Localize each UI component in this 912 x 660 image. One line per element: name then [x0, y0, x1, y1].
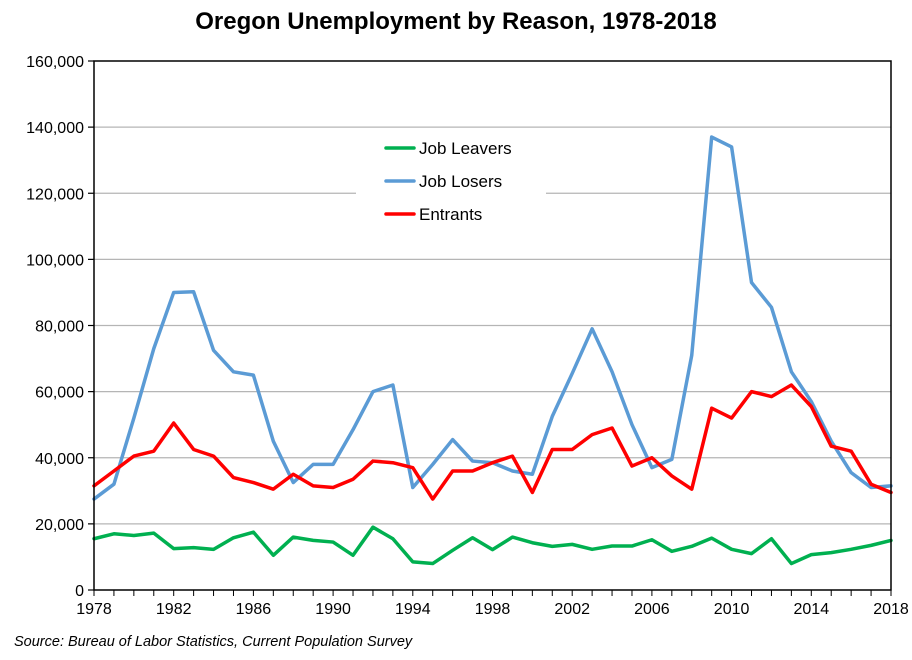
- gridlines: [94, 126, 891, 525]
- y-tick-label: 120,000: [26, 186, 84, 203]
- x-tick-label: 1986: [236, 601, 272, 618]
- x-tick-label: 1982: [156, 601, 192, 618]
- legend: Job Leavers Job Losers Entrants: [384, 139, 512, 224]
- y-tick-label: 60,000: [35, 385, 84, 402]
- source-note: Source: Bureau of Labor Statistics, Curr…: [14, 634, 413, 650]
- x-tick-label: 2002: [554, 601, 590, 618]
- x-tick-label: 1978: [76, 601, 112, 618]
- x-tick-label: 2010: [714, 601, 750, 618]
- series-line-entrants: [92, 383, 893, 501]
- y-axis-ticks: 0 20,000 40,000 60,000 80,000 100,000 120,000 1…: [26, 54, 94, 600]
- chart-title: Oregon Unemployment by Reason, 1978-2018: [195, 8, 717, 35]
- legend-label-entrants: Entrants: [419, 205, 482, 224]
- x-tick-label: 1998: [475, 601, 511, 618]
- y-tick-label: 20,000: [35, 517, 84, 534]
- x-tick-label: 2014: [794, 601, 830, 618]
- x-tick-label: 2006: [634, 601, 670, 618]
- legend-label-job-losers: Job Losers: [419, 172, 502, 191]
- series-lines: [92, 135, 893, 566]
- y-tick-label: 100,000: [26, 252, 84, 269]
- y-tick-label: 80,000: [35, 319, 84, 336]
- y-tick-label: 160,000: [26, 54, 84, 71]
- x-axis-ticks: 1978 1982 1986 1990 1994 1998 2002 2006 2010 2014…: [76, 590, 909, 618]
- series-line-job-leavers: [92, 525, 893, 566]
- x-tick-label: 1990: [315, 601, 351, 618]
- y-tick-label: 140,000: [26, 120, 84, 137]
- x-tick-label: 2018: [873, 601, 909, 618]
- y-tick-label: 0: [75, 583, 84, 600]
- y-tick-label: 40,000: [35, 451, 84, 468]
- x-tick-label: 1994: [395, 601, 431, 618]
- series-line-job-losers: [92, 135, 893, 501]
- legend-label-job-leavers: Job Leavers: [419, 139, 512, 158]
